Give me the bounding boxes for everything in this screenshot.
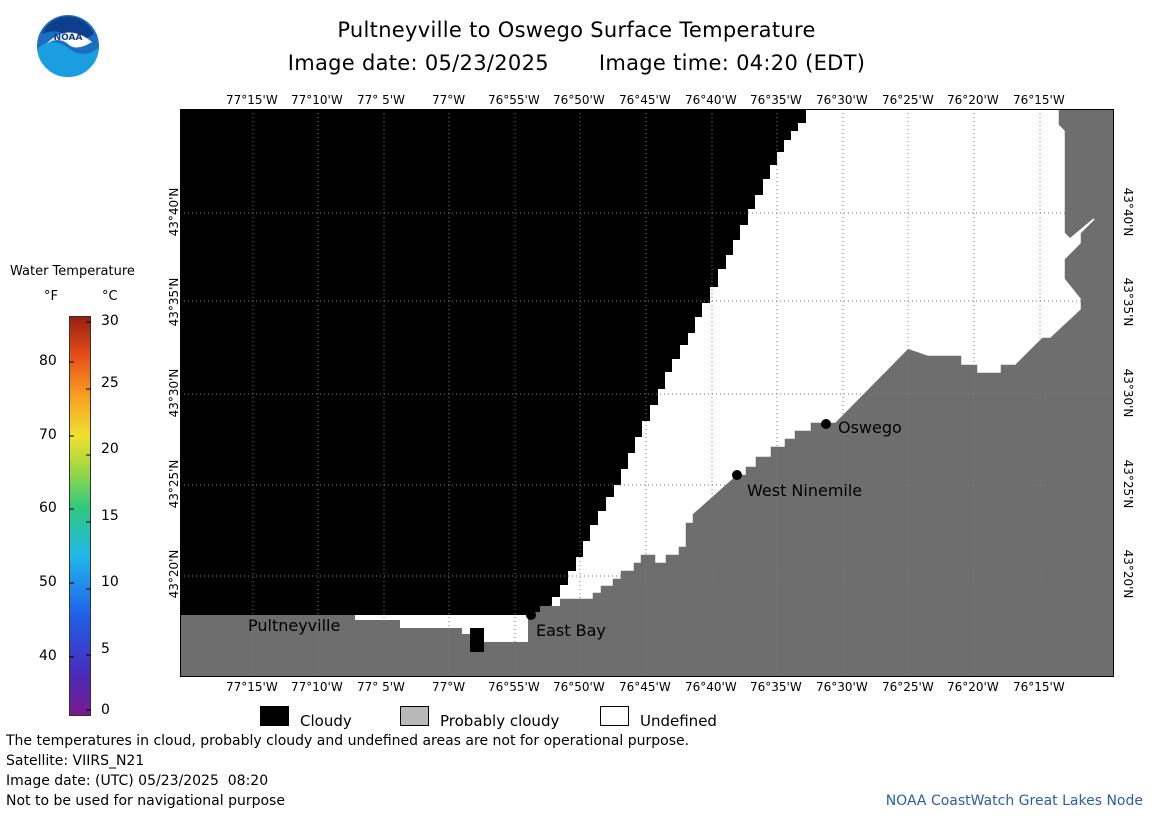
lon-bottom-2: 77°10'W (291, 680, 343, 694)
legend-cloudy-swatch (260, 706, 289, 726)
lon-bottom-13: 76°15'W (1013, 680, 1065, 694)
place-label-pultneyville: Pultneyville (248, 616, 341, 635)
lat-left-5: 43°20'N (167, 549, 181, 599)
land-area (180, 109, 1114, 677)
footer-nav-warning: Not to be used for navigational purpose (6, 793, 285, 809)
lon-bottom-7: 76°45'W (619, 680, 671, 694)
footer-credit: NOAA CoastWatch Great Lakes Node (885, 793, 1143, 809)
lat-left-3: 43°30'N (167, 368, 181, 418)
place-label-east-bay: East Bay (536, 621, 606, 640)
lon-bottom-8: 76°40'W (685, 680, 737, 694)
surface-temperature-map (180, 109, 1114, 677)
noaa-logo-icon: NOAA (37, 15, 99, 78)
lat-left-2: 43°35'N (167, 277, 181, 327)
cloudy-area (180, 109, 806, 615)
place-marker-pultneyville (294, 605, 304, 615)
f-tick-50: 50 (39, 574, 57, 590)
noaa-logo: NOAA (36, 14, 100, 78)
lon-bottom-6: 76°50'W (553, 680, 605, 694)
legend-cloudy-label: Cloudy (300, 712, 352, 730)
c-tick-30: 30 (101, 313, 119, 329)
colorbar-title: Water Temperature (10, 264, 135, 279)
lon-bottom-4: 77°W (432, 680, 466, 694)
legend-probably-cloudy-label: Probably cloudy (440, 712, 560, 730)
legend-probably-cloudy-swatch (400, 706, 429, 726)
lat-right-5: 43°20'N (1121, 549, 1135, 599)
lon-bottom-11: 76°25'W (882, 680, 934, 694)
colorbar-unit-c: °C (102, 289, 118, 304)
footer-satellite: Satellite: VIIRS_N21 (6, 753, 145, 769)
place-label-west-ninemile: West Ninemile (747, 481, 863, 500)
lat-left-1: 43°40'N (167, 187, 181, 237)
lon-bottom-1: 77°15'W (226, 680, 278, 694)
svg-text:NOAA: NOAA (54, 33, 83, 43)
lon-top-4: 77°W (432, 93, 466, 107)
lon-bottom-9: 76°35'W (750, 680, 802, 694)
lon-top-11: 76°25'W (882, 93, 934, 107)
c-tick-0: 0 (101, 702, 110, 718)
c-tick-10: 10 (101, 574, 119, 590)
c-tick-5: 5 (101, 641, 110, 657)
lon-top-2: 77°10'W (291, 93, 343, 107)
lat-right-4: 43°25'N (1121, 459, 1135, 509)
f-tick-40: 40 (39, 648, 57, 664)
lon-top-12: 76°20'W (947, 93, 999, 107)
map-title: Pultneyville to Oswego Surface Temperatu… (337, 18, 816, 42)
footer-utc-date: Image date: (UTC) 05/23/2025 08:20 (6, 773, 269, 789)
f-tick-70: 70 (39, 427, 57, 443)
c-tick-20: 20 (101, 441, 119, 457)
legend-undefined-label: Undefined (640, 712, 717, 730)
f-tick-60: 60 (39, 500, 57, 516)
lon-top-7: 76°45'W (619, 93, 671, 107)
c-tick-25: 25 (101, 375, 119, 391)
f-tick-80: 80 (39, 353, 57, 369)
colorbar-unit-f: °F (44, 289, 58, 304)
c-tick-15: 15 (101, 508, 119, 524)
coastline (551, 109, 1095, 607)
graticule (180, 109, 1114, 677)
lon-top-5: 76°55'W (488, 93, 540, 107)
lon-top-1: 77°15'W (226, 93, 278, 107)
lon-top-6: 76°50'W (553, 93, 605, 107)
lon-top-3: 77° 5'W (357, 93, 405, 107)
lat-right-1: 43°40'N (1121, 187, 1135, 237)
lon-top-9: 76°35'W (750, 93, 802, 107)
lat-right-3: 43°30'N (1121, 368, 1135, 418)
image-time: Image time: 04:20 (EDT) (598, 51, 866, 75)
place-marker-east-bay (526, 610, 536, 620)
land-notch (470, 628, 484, 652)
lon-bottom-3: 77° 5'W (357, 680, 405, 694)
lon-top-10: 76°30'W (816, 93, 868, 107)
legend-undefined-swatch (600, 706, 629, 726)
footer-disclaimer: The temperatures in cloud, probably clou… (6, 733, 690, 749)
place-label-oswego: Oswego (838, 418, 902, 437)
lon-bottom-10: 76°30'W (816, 680, 868, 694)
lon-top-13: 76°15'W (1013, 93, 1065, 107)
lon-bottom-12: 76°20'W (947, 680, 999, 694)
lon-bottom-5: 76°55'W (488, 680, 540, 694)
map-subtitle: Image date: 05/23/2025 Image time: 04:20… (0, 51, 1153, 75)
temperature-colorbar (69, 316, 91, 716)
lat-left-4: 43°25'N (167, 459, 181, 509)
colorbar-ticks (69, 321, 91, 711)
image-date: Image date: 05/23/2025 (287, 51, 549, 75)
map-frame (180, 109, 1114, 677)
lon-top-8: 76°40'W (685, 93, 737, 107)
place-marker-west-ninemile (732, 470, 742, 480)
place-marker-oswego (821, 419, 831, 429)
lat-right-2: 43°35'N (1121, 277, 1135, 327)
